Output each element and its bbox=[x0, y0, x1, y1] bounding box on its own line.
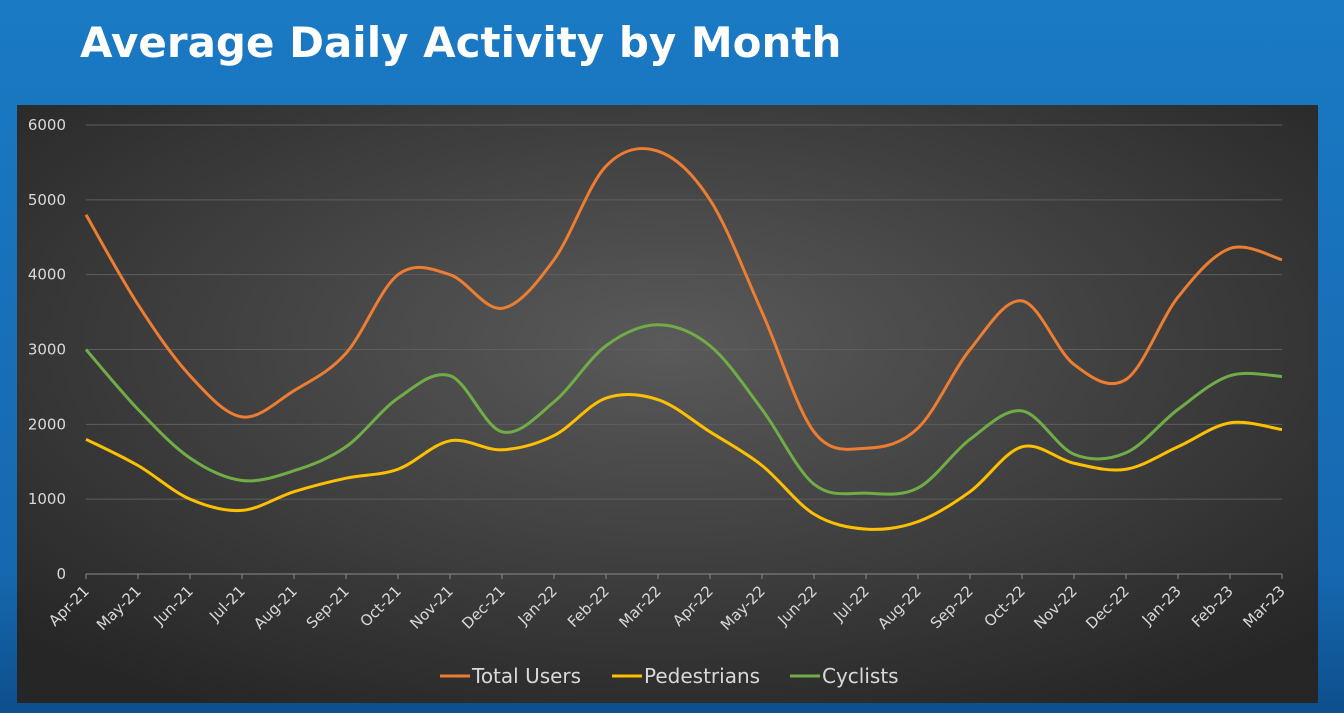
legend-label: Pedestrians bbox=[644, 664, 760, 688]
y-tick-label: 2000 bbox=[28, 415, 66, 433]
legend-label: Total Users bbox=[471, 664, 581, 688]
y-tick-label: 4000 bbox=[28, 266, 66, 284]
legend-label: Cyclists bbox=[822, 664, 899, 688]
y-tick-label: 3000 bbox=[28, 341, 66, 359]
y-tick-label: 0 bbox=[56, 565, 66, 583]
y-tick-label: 6000 bbox=[28, 116, 66, 134]
chart-title: Average Daily Activity by Month bbox=[80, 18, 842, 67]
y-tick-label: 1000 bbox=[28, 490, 66, 508]
series-line bbox=[84, 147, 1283, 451]
series-line bbox=[84, 323, 1283, 496]
series-line bbox=[85, 393, 1283, 531]
y-tick-label: 5000 bbox=[28, 191, 66, 209]
